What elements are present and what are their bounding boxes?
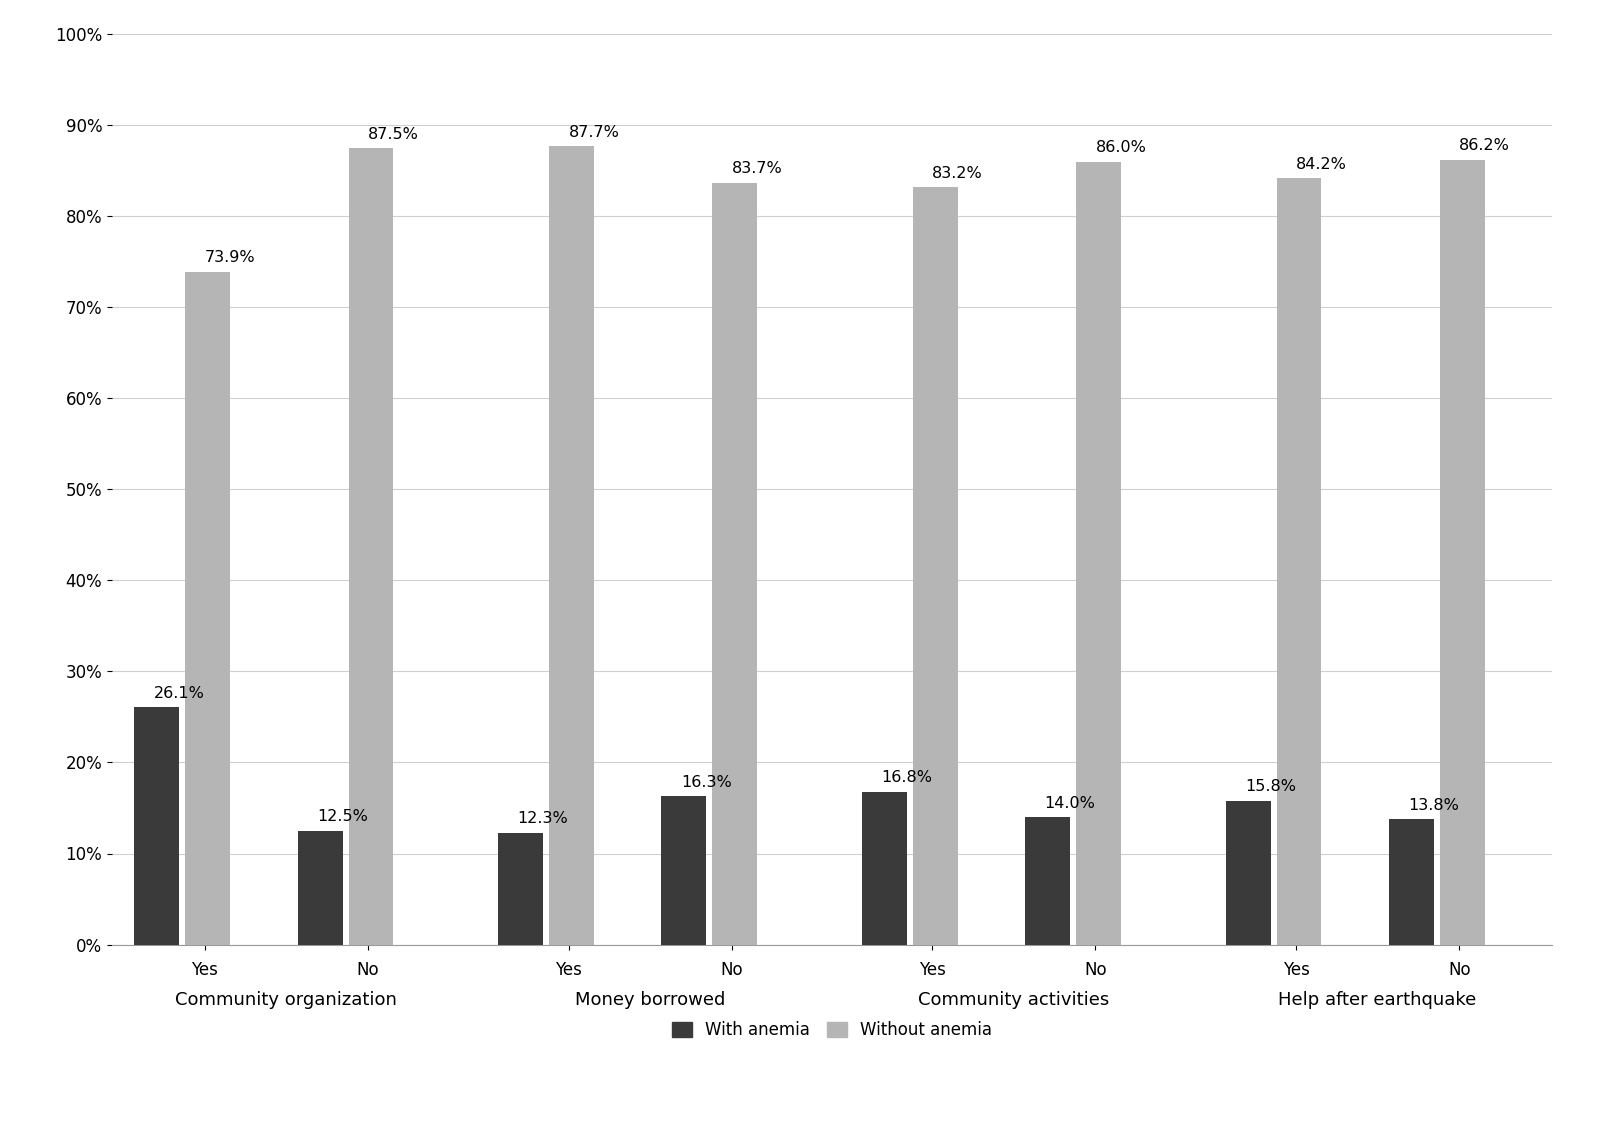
Text: 83.2%: 83.2%: [933, 166, 982, 181]
Bar: [549, 146, 594, 945]
Text: 12.3%: 12.3%: [518, 811, 568, 826]
Text: 14.0%: 14.0%: [1045, 795, 1096, 810]
Text: 26.1%: 26.1%: [154, 685, 205, 701]
Text: 15.8%: 15.8%: [1245, 780, 1296, 794]
Bar: [298, 831, 342, 945]
Bar: [1075, 162, 1122, 945]
Bar: [661, 797, 706, 945]
Bar: [712, 182, 757, 945]
Bar: [498, 833, 542, 945]
Text: 84.2%: 84.2%: [1296, 157, 1347, 172]
Bar: [1440, 159, 1485, 945]
Text: 73.9%: 73.9%: [205, 250, 256, 265]
Bar: [1277, 178, 1322, 945]
Bar: [1226, 801, 1270, 945]
Text: 83.7%: 83.7%: [731, 162, 782, 176]
Text: 16.8%: 16.8%: [882, 770, 933, 785]
Text: 87.5%: 87.5%: [368, 126, 419, 141]
Text: 13.8%: 13.8%: [1408, 798, 1459, 813]
Bar: [186, 272, 230, 945]
Bar: [1026, 817, 1070, 945]
Text: 87.7%: 87.7%: [568, 125, 619, 140]
Bar: [134, 707, 179, 945]
Bar: [349, 148, 394, 945]
Text: 86.0%: 86.0%: [1096, 140, 1146, 155]
Bar: [1389, 819, 1434, 945]
Text: 16.3%: 16.3%: [682, 775, 731, 790]
Legend: With anemia, Without anemia: With anemia, Without anemia: [666, 1014, 998, 1046]
Bar: [914, 187, 958, 945]
Text: 12.5%: 12.5%: [317, 809, 368, 824]
Bar: [862, 792, 907, 945]
Text: 86.2%: 86.2%: [1459, 139, 1510, 154]
